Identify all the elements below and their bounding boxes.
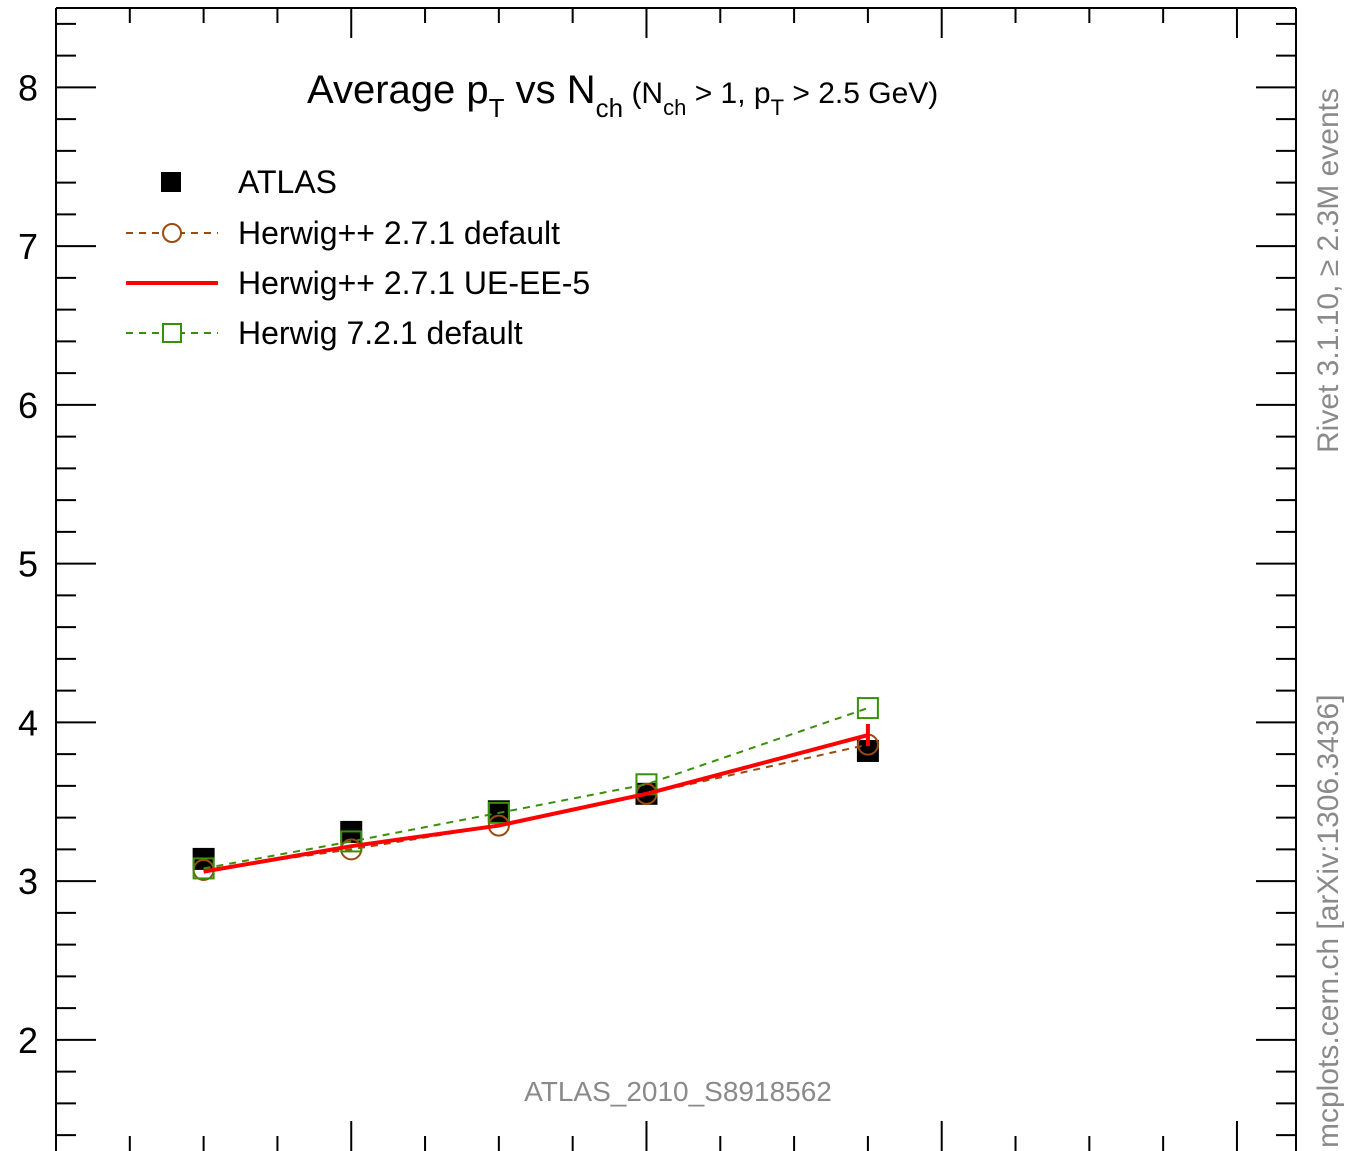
y-tick-label: 2 bbox=[18, 1020, 38, 1061]
legend-entry-atlas: ATLAS bbox=[161, 164, 337, 200]
analysis-label: ATLAS_2010_S8918562 bbox=[524, 1076, 832, 1107]
y-tick-label: 7 bbox=[18, 226, 38, 267]
legend-label-atlas: ATLAS bbox=[238, 164, 337, 200]
legend-entry-herwig7-default: Herwig 7.2.1 default bbox=[126, 315, 523, 351]
legend-marker-herwig7-default bbox=[162, 323, 182, 343]
series-line bbox=[203, 733, 869, 874]
series-line bbox=[203, 707, 869, 870]
series-2 bbox=[203, 723, 870, 874]
y-tick-label: 3 bbox=[18, 861, 38, 902]
side-label-rivet: Rivet 3.1.10, ≥ 2.3M events bbox=[1312, 88, 1345, 453]
side-label-mcplots: mcplots.cern.ch [arXiv:1306.3436] bbox=[1312, 694, 1345, 1148]
legend-label-herwig7-default: Herwig 7.2.1 default bbox=[238, 315, 523, 351]
series-1 bbox=[192, 733, 879, 882]
legend: ATLAS Herwig++ 2.7.1 default Herwig++ 2.… bbox=[126, 164, 590, 351]
series-3 bbox=[192, 697, 879, 880]
y-axis-ticks: 2 3 4 5 6 7 8 bbox=[18, 22, 1296, 1137]
data-point bbox=[856, 739, 879, 762]
legend-label-herwigpp-default: Herwig++ 2.7.1 default bbox=[238, 215, 560, 251]
y-tick-label: 8 bbox=[18, 67, 38, 108]
y-tick-label: 5 bbox=[18, 544, 38, 585]
legend-entry-herwigpp-ueee5: Herwig++ 2.7.1 UE-EE-5 bbox=[126, 265, 590, 301]
y-tick-label: 4 bbox=[18, 702, 38, 743]
data-point bbox=[856, 697, 879, 720]
legend-entry-herwigpp-default: Herwig++ 2.7.1 default bbox=[126, 215, 560, 251]
chart-title: Average pT vs Nch (Nch > 1, pT > 2.5 GeV… bbox=[307, 68, 938, 123]
y-tick-label: 6 bbox=[18, 385, 38, 426]
series-layer bbox=[192, 697, 879, 882]
data-point bbox=[340, 830, 363, 853]
data-point bbox=[487, 801, 510, 824]
legend-marker-herwigpp-default bbox=[162, 223, 182, 243]
series-line bbox=[203, 743, 869, 872]
x-axis-ticks bbox=[128, 8, 1238, 1151]
legend-label-herwigpp-ueee5: Herwig++ 2.7.1 UE-EE-5 bbox=[238, 265, 590, 301]
legend-marker-atlas bbox=[161, 172, 181, 192]
